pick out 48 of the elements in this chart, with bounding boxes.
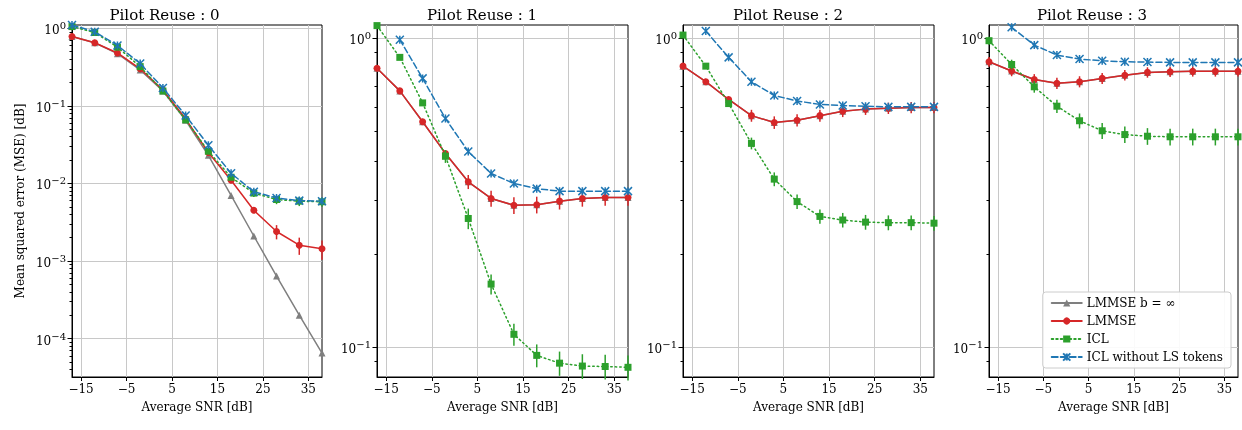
chart-title: Pilot Reuse : 3 xyxy=(1036,5,1148,24)
x-tick-label: 5 xyxy=(779,382,788,396)
x-axis-title: Average SNR [dB] xyxy=(140,400,253,414)
x-tick-label: 35 xyxy=(606,382,622,396)
x-tick-label: −15 xyxy=(373,382,399,396)
x-tick-label: 25 xyxy=(1171,382,1187,396)
legend-label: ICL xyxy=(1086,332,1109,346)
y-tick-label: 10$^{−4}$ xyxy=(35,330,66,348)
chart-title: Pilot Reuse : 2 xyxy=(732,5,844,24)
y-tick-label: 10$^{0}$ xyxy=(655,30,677,48)
x-axis-title: Average SNR [dB] xyxy=(752,400,864,414)
y-tick-label: 10$^{−2}$ xyxy=(35,175,66,193)
x-tick-label: 15 xyxy=(1126,382,1142,396)
legend-label: LMMSE xyxy=(1086,314,1137,328)
x-tick-label: 35 xyxy=(300,382,316,396)
x-tick-label: −15 xyxy=(68,382,94,396)
y-tick-label: 10$^{−1}$ xyxy=(340,339,371,357)
x-tick-label: 25 xyxy=(255,382,271,396)
chart-title: Pilot Reuse : 1 xyxy=(426,5,538,24)
y-tick-label: 10$^{−1}$ xyxy=(35,97,66,115)
y-axis-title: Mean squared error (MSE) [dB] xyxy=(13,103,27,299)
x-tick-label: 15 xyxy=(821,382,837,396)
x-tick-label: −5 xyxy=(422,382,441,396)
y-tick-label: 10$^{0}$ xyxy=(961,30,983,48)
y-tick-label: 10$^{−1}$ xyxy=(646,339,677,357)
x-tick-label: −15 xyxy=(985,382,1011,396)
x-tick-label: 5 xyxy=(168,382,176,396)
x-tick-label: −5 xyxy=(1034,382,1053,396)
x-tick-label: 25 xyxy=(561,382,577,396)
x-tick-label: −15 xyxy=(679,382,705,396)
y-tick-label: 10$^{0}$ xyxy=(349,30,371,48)
x-tick-label: 5 xyxy=(1084,382,1093,396)
x-tick-label: −5 xyxy=(728,382,747,396)
x-tick-label: 35 xyxy=(912,382,928,396)
x-axis-title: Average SNR [dB] xyxy=(446,400,558,414)
x-axis-title: Average SNR [dB] xyxy=(1057,400,1169,414)
chart-title: Pilot Reuse : 0 xyxy=(109,5,220,24)
x-tick-label: 25 xyxy=(867,382,883,396)
legend-label: LMMSE b = ∞ xyxy=(1086,296,1176,310)
y-tick-label: 10$^{0}$ xyxy=(44,20,66,38)
legend-label: ICL without LS tokens xyxy=(1086,350,1223,364)
y-tick-label: 10$^{−3}$ xyxy=(35,253,66,270)
y-tick-label: 10$^{−1}$ xyxy=(952,339,983,357)
x-tick-label: 15 xyxy=(209,382,226,396)
x-tick-label: 5 xyxy=(473,382,482,396)
x-tick-label: 15 xyxy=(515,382,531,396)
x-tick-label: 35 xyxy=(1216,382,1233,396)
x-tick-label: −5 xyxy=(117,382,136,396)
